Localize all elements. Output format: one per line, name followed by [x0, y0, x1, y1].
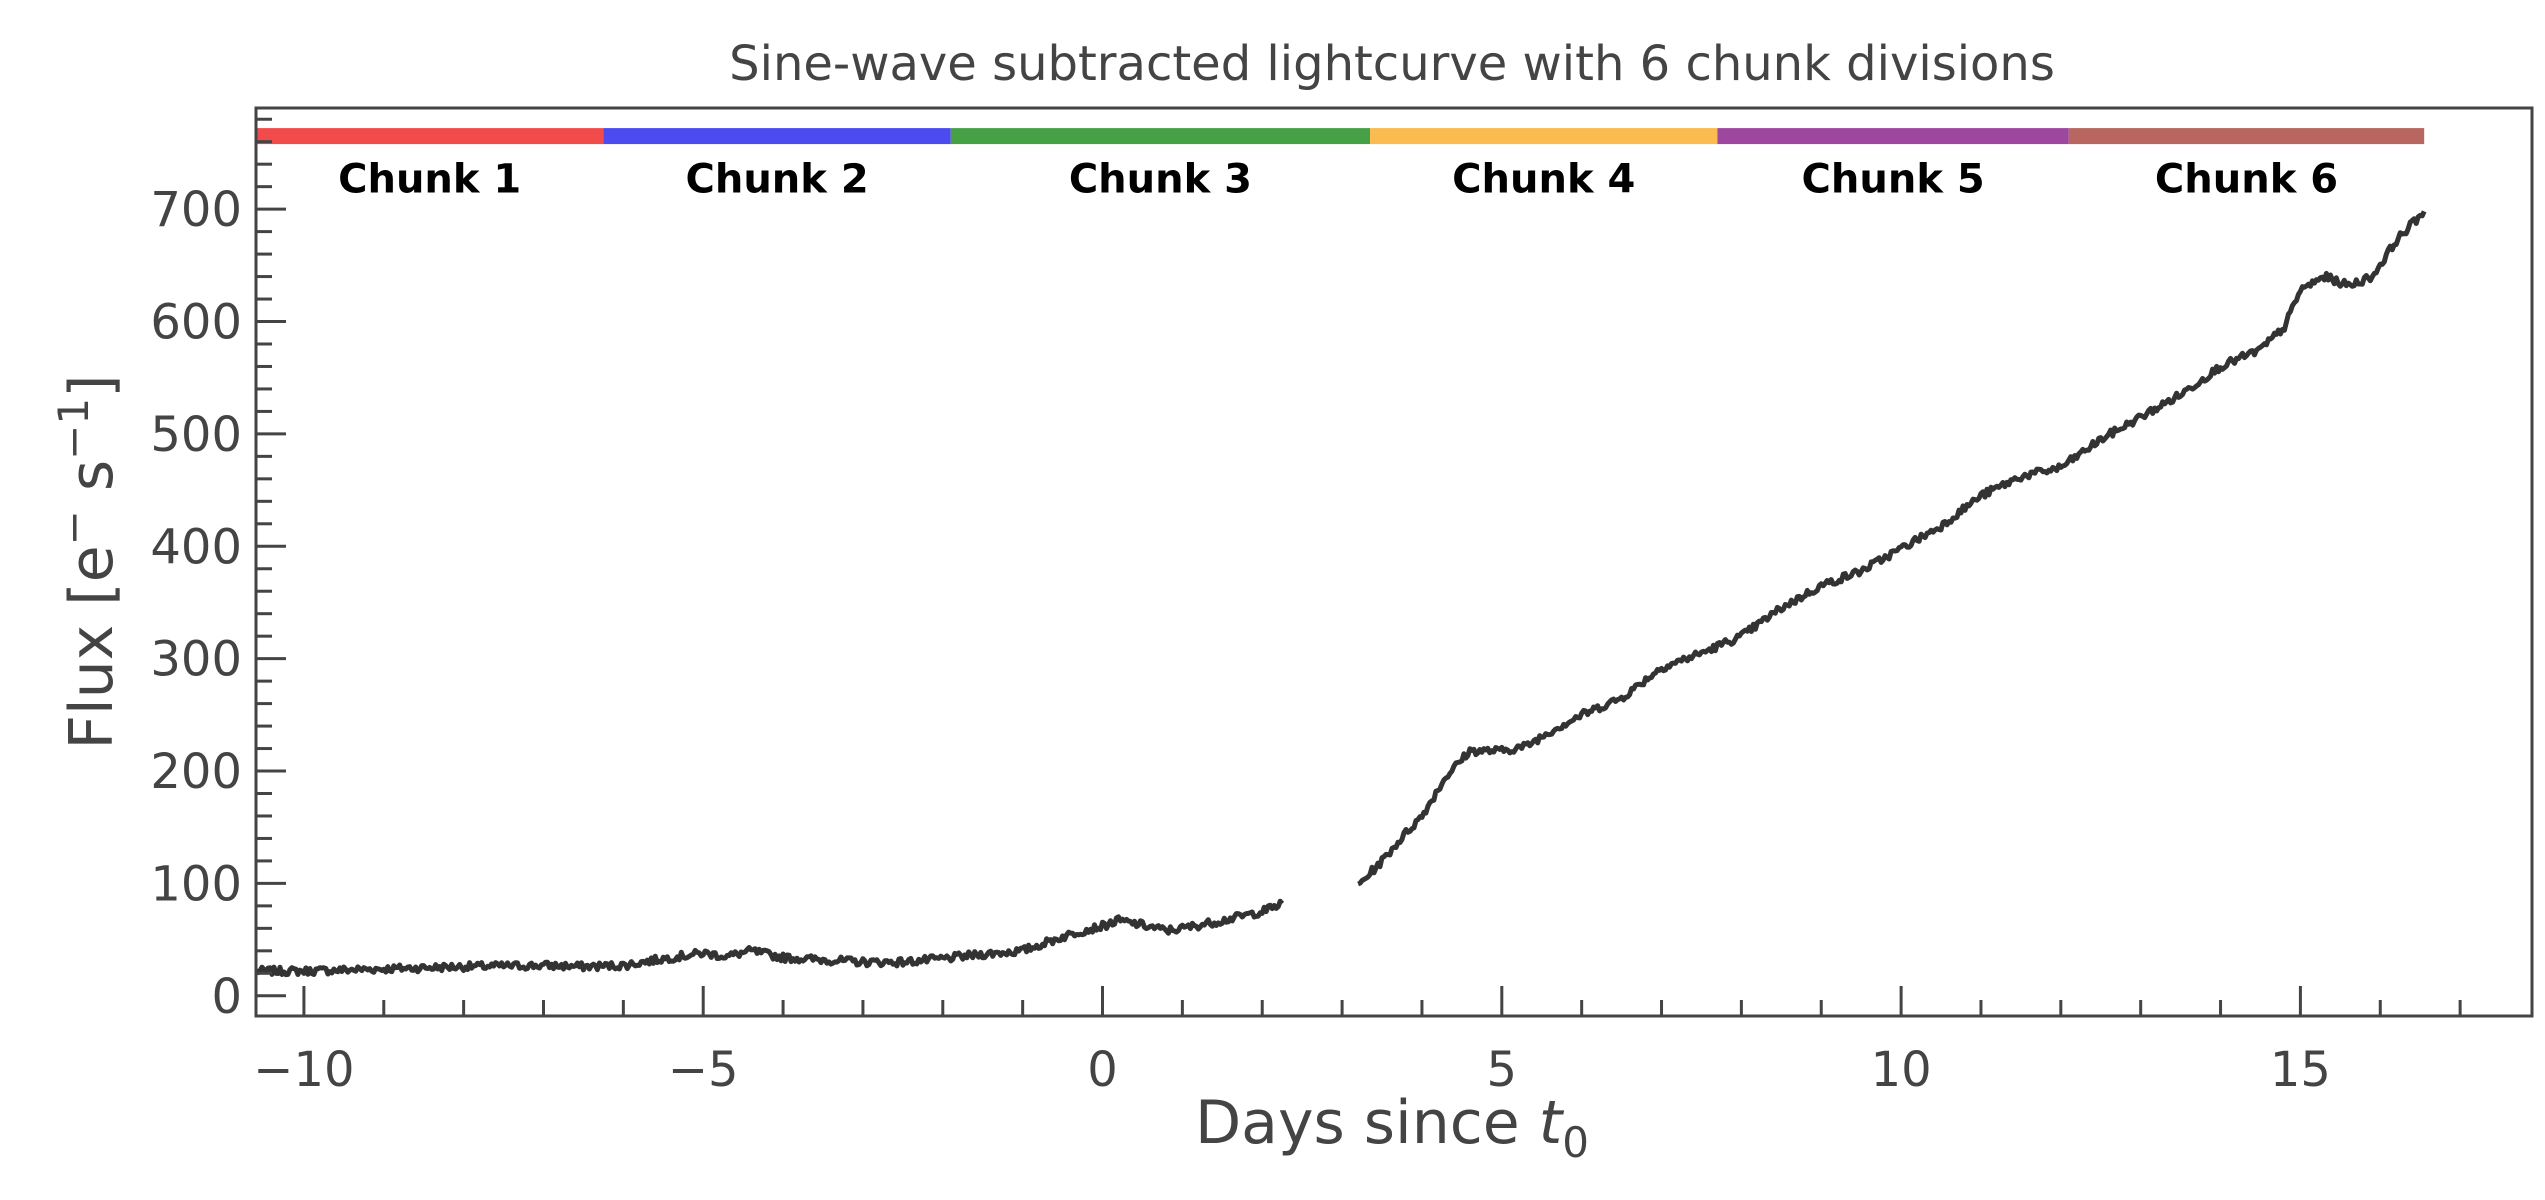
x-tick-label: 5: [1487, 1042, 1518, 1098]
y-tick-label: 600: [150, 295, 242, 351]
x-axis-ticks: −10 −5 0 5 10 15: [253, 986, 2462, 1098]
chunk-band-4: [1370, 128, 1718, 145]
y-axis-label: Flux [e− s−1]: [49, 374, 127, 749]
x-tick-label: 15: [2270, 1042, 2331, 1098]
x-tick-label: −5: [668, 1042, 739, 1098]
y-axis-ticks: 0 100 200 300 400 500 600 700: [150, 117, 286, 1025]
y-tick-label: 700: [150, 182, 242, 238]
y-tick-label: 100: [150, 856, 242, 912]
x-axis-label: Days since t0: [1195, 1088, 1589, 1167]
lightcurve-segment-2: [1357, 210, 2427, 887]
chunk-label-3: Chunk 3: [1069, 156, 1252, 202]
y-tick-label: 400: [150, 519, 242, 575]
plot-area: Chunk 1 Chunk 2 Chunk 3 Chunk 4 Chunk 5 Chunk…: [256, 128, 2427, 978]
y-tick-label: 300: [150, 632, 242, 688]
x-tick-label: 0: [1087, 1042, 1118, 1098]
chunk-band-6: [2068, 128, 2425, 145]
chunk-band-5: [1717, 128, 2069, 145]
y-tick-label: 0: [211, 969, 242, 1025]
x-tick-label: 10: [1871, 1042, 1932, 1098]
chunk-band-3: [950, 128, 1371, 145]
chunk-label-1: Chunk 1: [338, 156, 521, 202]
plot-frame: [254, 106, 2534, 1018]
lightcurve-segment-1: [256, 898, 1285, 978]
y-tick-label: 500: [150, 407, 242, 463]
chunk-label-4: Chunk 4: [1452, 156, 1635, 202]
chunk-label-2: Chunk 2: [686, 156, 869, 202]
chunk-band-1: [256, 128, 604, 145]
chunk-band-2: [603, 128, 951, 145]
chart-title: Sine-wave subtracted lightcurve with 6 c…: [729, 36, 2055, 92]
chunk-label-5: Chunk 5: [1802, 156, 1985, 202]
x-tick-label: −10: [253, 1042, 354, 1098]
chunk-label-6: Chunk 6: [2155, 156, 2338, 202]
y-tick-label: 200: [150, 744, 242, 800]
